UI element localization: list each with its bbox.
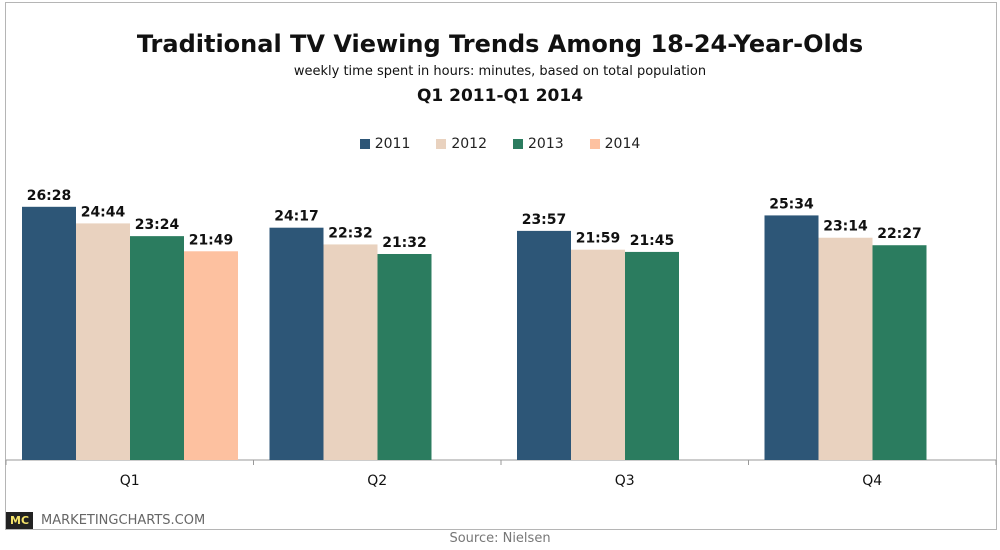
bar-2013-Q1 [130,236,184,460]
legend-label: 2013 [528,136,564,152]
bar-2012-Q2 [323,244,378,460]
bar-2012-Q1 [76,223,130,460]
legend-item-2013: 2013 [513,136,564,152]
bar-2012-Q3 [571,249,625,460]
source-note: Source: Nielsen [449,531,551,546]
chart-title: Traditional TV Viewing Trends Among 18-2… [136,30,864,58]
legend-item-2014: 2014 [589,136,641,152]
legend-swatch [589,139,600,149]
bar-2013-Q3 [625,251,679,460]
data-label: 21:49 [189,232,234,248]
legend-label: 2011 [374,136,411,152]
bar-2014-Q1 [184,251,238,460]
legend-swatch [436,139,447,149]
data-label: 22:27 [877,226,922,242]
bar-2012-Q4 [818,237,873,460]
logo-text: MARKETINGCHARTS.COM [41,513,206,528]
logo: MC MARKETINGCHARTS.COM [6,512,205,529]
data-label: 23:14 [823,219,868,235]
data-label: 25:34 [769,196,814,212]
x-tick-label: Q1 [120,473,140,489]
data-label: 21:45 [630,233,675,249]
bar-2013-Q2 [377,253,432,460]
chart-period: Q1 2011-Q1 2014 [416,86,584,106]
legend-item-2011: 2011 [359,136,411,152]
data-label: 23:24 [135,217,180,233]
chart-subtitle: weekly time spent in hours: minutes, bas… [293,64,707,79]
x-tick-label: Q2 [367,473,387,489]
x-tick-label: Q4 [862,473,882,489]
logo-mark: MC [6,512,34,529]
bar-2011-Q3 [517,230,571,460]
data-label: 21:32 [382,235,427,251]
legend-swatch [513,139,523,149]
x-tick-label: Q3 [615,473,635,489]
data-label: 26:28 [27,188,72,204]
bar-2013-Q4 [872,245,927,460]
legend-swatch [359,139,370,149]
bar-2011-Q2 [269,227,324,460]
chart-frame [5,2,997,530]
bar-2011-Q1 [22,206,76,460]
bar-2011-Q4 [764,215,819,460]
legend-item-2012: 2012 [436,136,487,152]
data-label: 24:17 [274,209,319,225]
data-label: 23:57 [522,212,567,228]
data-label: 24:44 [81,204,126,220]
legend-label: 2014 [604,136,641,152]
legend: 2011 2012 2013 2014 [0,136,1000,152]
data-label: 21:59 [576,231,621,247]
legend-label: 2012 [451,136,487,152]
data-label: 22:32 [328,225,373,241]
